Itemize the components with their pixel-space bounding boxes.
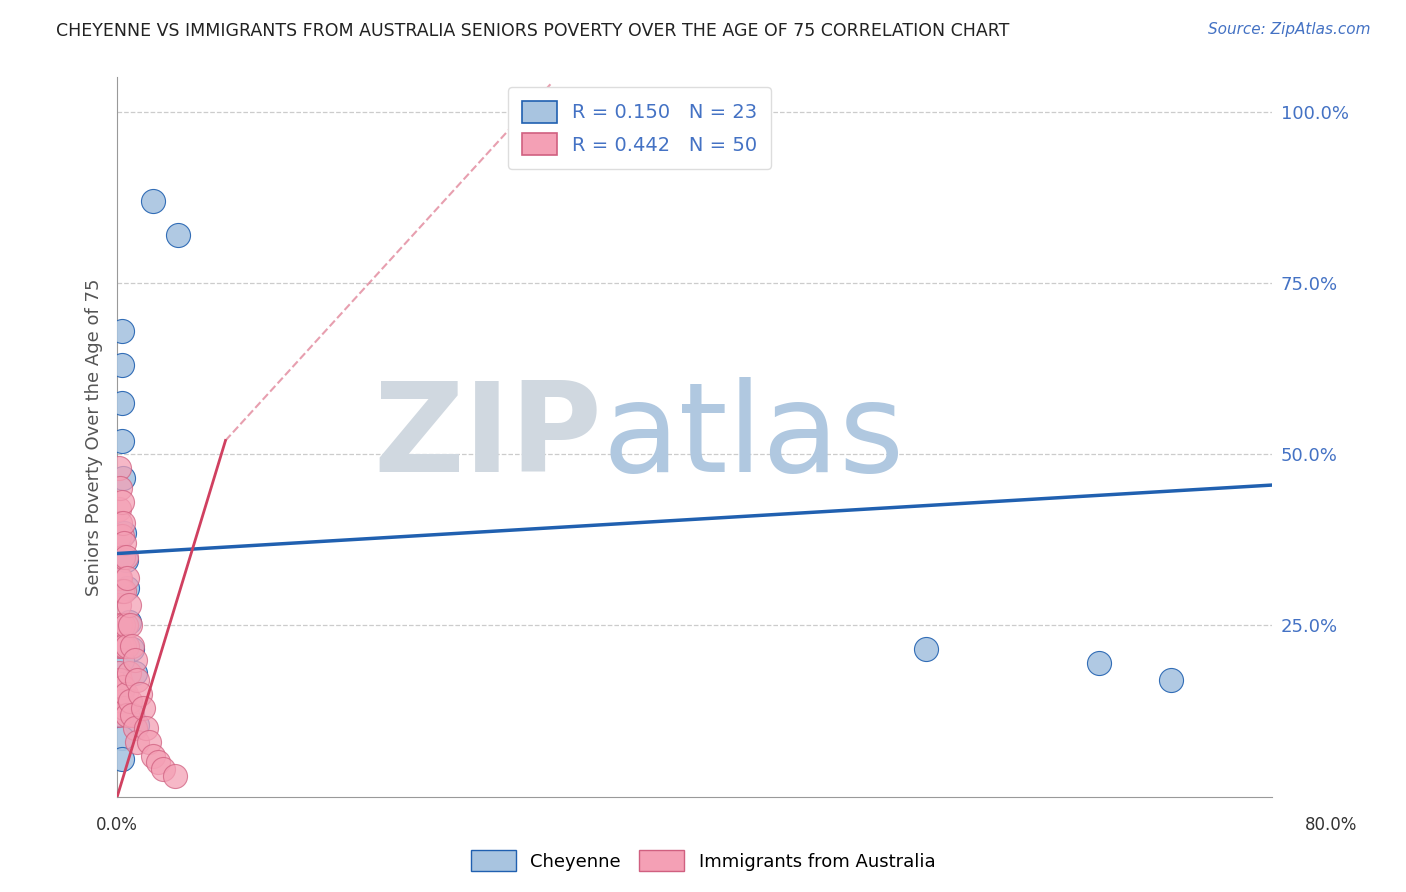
Point [110, 529, 132, 543]
Point [108, 482, 131, 496]
Point [146, 756, 169, 770]
Point [110, 434, 132, 448]
Point [166, 227, 188, 242]
Point [120, 618, 142, 632]
Text: Source: ZipAtlas.com: Source: ZipAtlas.com [1208, 22, 1371, 37]
Point [108, 516, 131, 530]
Point [118, 598, 141, 612]
Point [107, 666, 129, 681]
Point [121, 642, 143, 657]
Point [110, 396, 132, 410]
Point [108, 618, 131, 632]
Point [118, 666, 141, 681]
Point [127, 673, 149, 688]
Point [110, 683, 132, 698]
Point [110, 358, 132, 372]
Point [110, 639, 132, 653]
Point [108, 570, 131, 584]
Point [112, 584, 135, 599]
Point [120, 694, 142, 708]
Point [117, 707, 139, 722]
Point [121, 707, 143, 722]
Point [115, 687, 138, 701]
Point [111, 680, 134, 694]
Point [110, 653, 132, 667]
Point [152, 762, 174, 776]
Point [107, 461, 129, 475]
Point [118, 615, 141, 629]
Point [110, 584, 132, 599]
Point [132, 700, 155, 714]
Point [111, 618, 134, 632]
Point [110, 731, 132, 746]
Text: 80.0%: 80.0% [1305, 816, 1357, 834]
Point [108, 673, 131, 688]
Point [117, 570, 139, 584]
Point [115, 553, 138, 567]
Point [110, 752, 132, 766]
Point [142, 194, 165, 208]
Text: 0.0%: 0.0% [96, 816, 138, 834]
Point [115, 549, 138, 564]
Point [110, 495, 132, 509]
Point [124, 666, 146, 681]
Point [1160, 673, 1182, 688]
Point [127, 718, 149, 732]
Legend: Cheyenne, Immigrants from Australia: Cheyenne, Immigrants from Australia [464, 843, 942, 879]
Point [111, 549, 134, 564]
Point [110, 324, 132, 338]
Point [121, 707, 143, 722]
Point [115, 618, 138, 632]
Point [107, 529, 129, 543]
Point [107, 598, 129, 612]
Point [111, 471, 134, 485]
Point [124, 721, 146, 735]
Point [124, 653, 146, 667]
Point [129, 687, 152, 701]
Point [110, 707, 132, 722]
Y-axis label: Seniors Poverty Over the Age of 75: Seniors Poverty Over the Age of 75 [86, 278, 103, 596]
Point [107, 570, 129, 584]
Point [107, 502, 129, 516]
Point [110, 694, 132, 708]
Point [112, 536, 135, 550]
Text: ZIP: ZIP [374, 376, 602, 498]
Legend: R = 0.150   N = 23, R = 0.442   N = 50: R = 0.150 N = 23, R = 0.442 N = 50 [508, 87, 770, 169]
Point [107, 707, 129, 722]
Point [121, 639, 143, 653]
Text: CHEYENNE VS IMMIGRANTS FROM AUSTRALIA SENIORS POVERTY OVER THE AGE OF 75 CORRELA: CHEYENNE VS IMMIGRANTS FROM AUSTRALIA SE… [56, 22, 1010, 40]
Point [117, 581, 139, 595]
Point [111, 516, 134, 530]
Point [107, 639, 129, 653]
Point [112, 639, 135, 653]
Point [138, 735, 160, 749]
Point [135, 721, 157, 735]
Point [112, 526, 135, 541]
Point [117, 639, 139, 653]
Point [163, 769, 186, 783]
Point [142, 748, 165, 763]
Text: atlas: atlas [602, 376, 904, 498]
Point [127, 735, 149, 749]
Point [915, 642, 938, 657]
Point [112, 700, 135, 714]
Point [1088, 656, 1111, 670]
